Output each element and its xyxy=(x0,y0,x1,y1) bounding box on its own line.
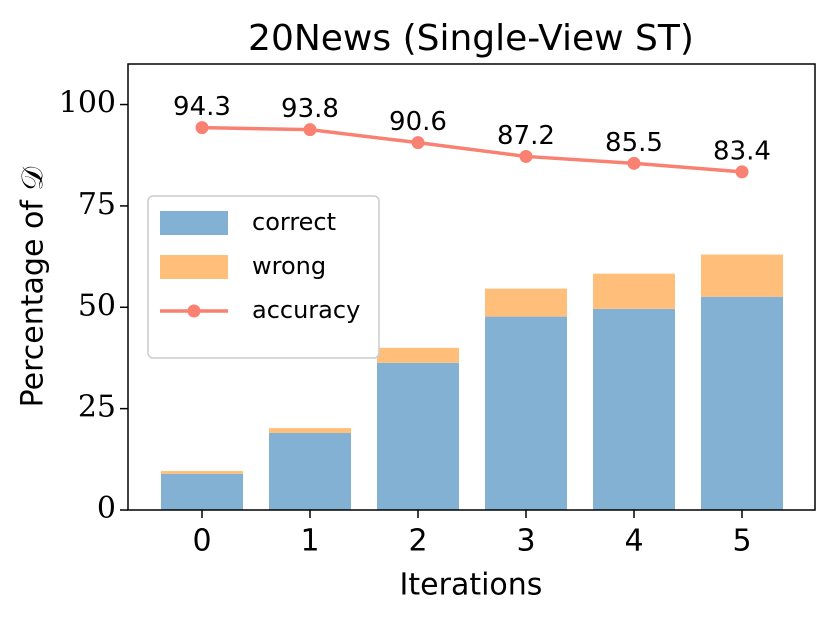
x-axis-label: Iterations xyxy=(400,568,543,603)
accuracy-line xyxy=(201,125,743,174)
legend-label: wrong xyxy=(252,252,326,280)
bar xyxy=(377,347,459,363)
accuracy-marker xyxy=(303,123,317,137)
accuracy-marker xyxy=(627,156,641,170)
data-label: 93.8 xyxy=(281,94,339,124)
x-tick-label: 0 xyxy=(192,524,211,559)
legend-marker xyxy=(187,304,201,318)
bar xyxy=(377,362,459,510)
data-label: 87.2 xyxy=(497,121,555,151)
legend-swatch xyxy=(160,255,228,279)
plot-frame xyxy=(127,63,816,511)
data-label: 85.5 xyxy=(605,128,663,158)
chart-title: 20News (Single-View ST) xyxy=(248,18,694,59)
x-tick-label: 1 xyxy=(300,524,319,559)
legend-label: accuracy xyxy=(252,296,360,324)
data-label: 90.6 xyxy=(389,107,447,137)
accuracy-marker xyxy=(411,136,425,150)
x-tick-label: 2 xyxy=(408,524,427,559)
bar xyxy=(485,316,567,510)
bar xyxy=(593,308,675,510)
bar xyxy=(269,432,351,510)
y-tick-label: 50 xyxy=(78,288,116,323)
x-tick-label: 3 xyxy=(516,524,535,559)
bar xyxy=(161,473,243,510)
data-label: 83.4 xyxy=(713,136,771,166)
legend-label: correct xyxy=(252,208,336,236)
legend-box xyxy=(147,195,380,359)
accuracy-marker xyxy=(195,121,209,135)
bar xyxy=(701,254,783,297)
y-tick-label: 25 xyxy=(78,390,116,425)
y-tick-label: 75 xyxy=(78,187,116,222)
bar xyxy=(701,296,783,510)
legend: correct wrong accuracy xyxy=(147,195,380,359)
x-tick-label: 4 xyxy=(624,524,643,559)
bar xyxy=(161,471,243,474)
accuracy-marker xyxy=(519,149,533,163)
x-tick-label: 5 xyxy=(732,524,751,559)
bar xyxy=(269,428,351,433)
legend-swatch xyxy=(160,211,228,235)
accuracy-marker xyxy=(735,165,749,179)
bar xyxy=(593,273,675,309)
y-tick-label: 100 xyxy=(59,86,116,121)
data-label: 94.3 xyxy=(173,92,231,122)
y-axis-label: Percentage of 𝒟 xyxy=(16,167,51,408)
y-tick-label: 0 xyxy=(97,491,116,526)
bar xyxy=(485,288,567,317)
